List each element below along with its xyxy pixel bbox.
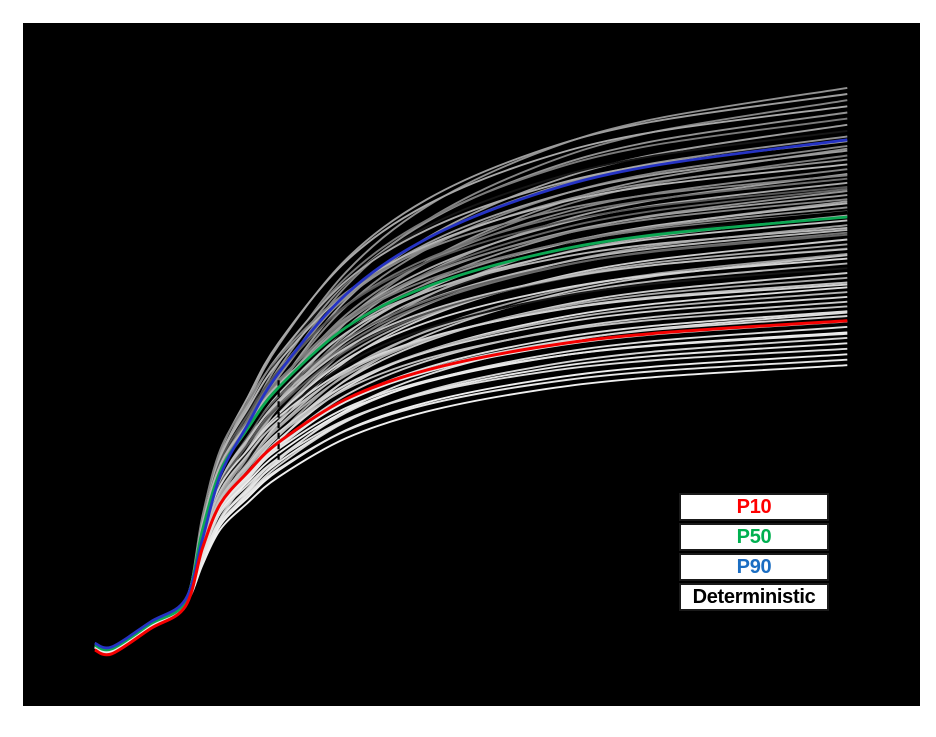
p90-curve <box>94 138 848 650</box>
chart-plot-area: P10 P50 P90 Deterministic <box>23 23 920 706</box>
legend-label: Deterministic <box>692 586 816 608</box>
legend-item-p10: P10 <box>679 493 829 521</box>
legend-label: P90 <box>736 556 772 578</box>
legend-item-deterministic: Deterministic <box>679 583 829 611</box>
p10-curve <box>94 319 848 657</box>
chart-svg <box>94 86 848 657</box>
p50-curve <box>94 215 848 652</box>
legend-label: P50 <box>736 526 772 548</box>
highlighted-curves <box>94 138 848 657</box>
chart-legend: P10 P50 P90 Deterministic <box>679 493 829 613</box>
legend-item-p50: P50 <box>679 523 829 551</box>
legend-item-p90: P90 <box>679 553 829 581</box>
legend-label: P10 <box>736 496 772 518</box>
